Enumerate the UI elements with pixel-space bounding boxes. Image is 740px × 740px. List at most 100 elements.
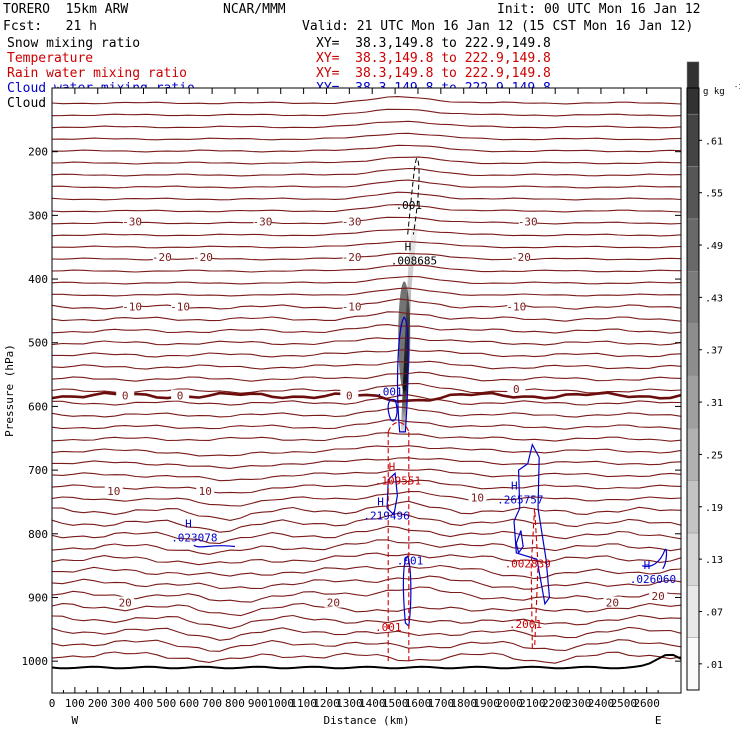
temperature-isotherm (52, 349, 682, 358)
temperature-label: -10 (342, 300, 362, 313)
x-end-label-east: E (655, 714, 662, 727)
x-tick-label: 500 (156, 697, 176, 710)
field-cross-section-coords: XY= 38.3,149.8 to 222.9,149.8 (316, 66, 551, 81)
colorbar-segment (686, 428, 700, 481)
temperature-label: 10 (199, 485, 212, 498)
maximum-value: .008685 (391, 255, 437, 268)
temperature-label-bg (324, 596, 343, 608)
temperature-label-bg (193, 250, 212, 262)
temperature-label: -20 (511, 251, 531, 264)
temperature-label-bg (342, 250, 361, 262)
colorbar-tick-label: .01 (705, 660, 723, 671)
temperature-isotherm (51, 120, 682, 129)
y-tick-label: 400 (28, 273, 48, 286)
y-tick-label: 1000 (22, 655, 49, 668)
temperature-label: -30 (518, 216, 538, 229)
contour-value-label: .001 (375, 621, 402, 634)
colorbar-tick-label: .07 (705, 607, 723, 618)
x-tick-label: 1500 (382, 697, 409, 710)
x-tick-label: 600 (179, 697, 199, 710)
maximum-value: .265757 (497, 493, 543, 506)
maximum-value: .026060 (630, 573, 676, 586)
x-tick-label: 900 (248, 697, 268, 710)
temperature-label-bg (104, 485, 123, 497)
cloud-water-contour (641, 548, 668, 570)
rain-contours (387, 421, 539, 662)
colorbar-segment (686, 218, 700, 272)
colorbar-tick-label: .61 (705, 136, 723, 147)
colorbar-tick-label: .31 (705, 398, 723, 409)
valid-label: Valid: 21 UTC Mon 16 Jan 12 (15 CST Mon … (302, 19, 694, 34)
temperature-isotherm (51, 490, 682, 507)
temperature-label: 20 (119, 597, 132, 610)
cloud-ice-contours (407, 157, 420, 235)
x-tick-label: 1600 (405, 697, 432, 710)
x-tick-label: 700 (202, 697, 222, 710)
temperature-label: 0 (513, 383, 520, 396)
colorbar-unit-exponent: -1 (734, 83, 740, 91)
x-tick-label: 2000 (496, 697, 523, 710)
x-tick-label: 2400 (588, 697, 615, 710)
temperature-label-bg (171, 300, 190, 312)
maximum-value: .023078 (171, 532, 217, 545)
temperature-label: 0 (346, 390, 353, 403)
temperature-isotherm (51, 371, 682, 382)
colorbar-frame (686, 87, 700, 691)
cloud-water-contours (193, 316, 668, 628)
temperature-isotherm (52, 287, 682, 297)
y-tick-label: 200 (28, 146, 48, 159)
maximum-marker: H (644, 559, 651, 572)
temperature-isotherm (51, 191, 682, 201)
temperature-label: -20 (193, 251, 213, 264)
init-label: Init: 00 UTC Mon 16 Jan 12 (497, 2, 701, 17)
x-tick-label: 1000 (267, 697, 294, 710)
temperature-isotherm (51, 445, 682, 457)
temperature-label: 0 (122, 390, 129, 403)
x-tick-label: 1900 (473, 697, 500, 710)
contour-value-label: .001 (396, 199, 423, 212)
rain-contour (530, 508, 539, 649)
temperature-isotherm (51, 586, 682, 603)
temperature-isotherm (51, 651, 682, 664)
temperature-isotherm (51, 626, 682, 641)
y-tick-label: 900 (28, 591, 48, 604)
temperature-label: 20 (652, 590, 665, 603)
snow-shading (398, 215, 418, 432)
temperature-label-bg (123, 215, 142, 227)
cloud-water-contour (513, 442, 551, 606)
x-tick-label: 800 (225, 697, 245, 710)
center-label: NCAR/MMM (223, 2, 286, 17)
contour-value-label: .001 (376, 386, 403, 399)
temperature-label: -30 (122, 216, 142, 229)
maximum-marker: H (185, 518, 192, 531)
temperature-isotherm (51, 432, 682, 442)
temperature-label: 20 (327, 597, 340, 610)
temperature-isotherm (51, 552, 682, 566)
temperature-isotherm (52, 457, 682, 469)
temperature-label-bg (152, 250, 171, 262)
temperature-isotherm (51, 298, 682, 310)
colorbar-tick-label: .49 (705, 241, 723, 252)
x-tick-label: 1800 (450, 697, 477, 710)
temperature-isotherm (51, 204, 682, 213)
freezing-level-isotherm (51, 391, 682, 403)
colorbar-segment (686, 480, 700, 534)
contour-value-label: .2001 (509, 618, 542, 631)
x-tick-label: 2200 (542, 697, 569, 710)
axes-frame (51, 87, 682, 694)
temperature-label-bg (171, 389, 190, 401)
temperature-isotherm (51, 156, 682, 165)
y-axis-title: Pressure (hPa) (3, 344, 16, 437)
temperature-label-bg (253, 215, 272, 227)
field-cross-section-coords: XY= 38.3,149.8 to 222.9,149.8 (316, 36, 551, 51)
temperature-isotherm (51, 479, 682, 494)
temperature-isotherm (51, 406, 682, 418)
x-tick-label: 1400 (359, 697, 386, 710)
x-tick-label: 200 (88, 697, 108, 710)
terrain-surface (51, 653, 682, 670)
temperature-isotherm (52, 394, 682, 406)
temperature-isotherm (51, 132, 682, 141)
y-tick-label: 600 (28, 400, 48, 413)
x-tick-label: 1200 (313, 697, 340, 710)
